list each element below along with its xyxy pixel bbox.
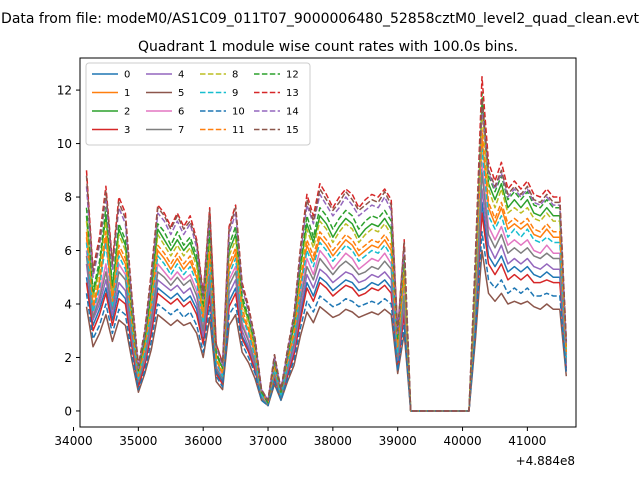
y-axis: 0 2 4 6 8 10 12 — [57, 84, 80, 418]
y-tick-label: 4 — [64, 298, 72, 312]
legend-label: 1 — [124, 88, 130, 99]
x-tick-label: 38000 — [314, 434, 352, 448]
legend-label: 14 — [286, 107, 299, 118]
legend-label: 4 — [178, 70, 184, 81]
series-line-10 — [85, 231, 568, 412]
legend-label: 0 — [124, 70, 130, 81]
y-tick-label: 8 — [64, 191, 72, 205]
series-line-9 — [85, 148, 568, 412]
series-line-11 — [85, 129, 568, 412]
plot-frame — [79, 57, 577, 428]
x-tick-label: 39000 — [379, 434, 417, 448]
x-tick-label: 36000 — [184, 434, 222, 448]
x-tick-label: 40000 — [443, 434, 481, 448]
legend-label: 5 — [178, 88, 184, 99]
series-line-3 — [85, 212, 568, 412]
y-tick-label: 12 — [57, 84, 72, 98]
series-line-14 — [85, 108, 568, 412]
x-tick-label: 41000 — [508, 434, 546, 448]
x-tick-label: 35000 — [119, 434, 157, 448]
legend-label: 13 — [286, 88, 299, 99]
legend-label: 6 — [178, 107, 184, 118]
series-line-12 — [85, 92, 568, 412]
legend-label: 12 — [286, 70, 299, 81]
series-line-15 — [85, 97, 568, 412]
x-tick-label: 34000 — [54, 434, 92, 448]
y-tick-label: 2 — [64, 351, 72, 365]
legend-label: 15 — [286, 125, 299, 136]
legend-label: 11 — [232, 125, 245, 136]
y-tick-label: 10 — [57, 137, 72, 151]
legend-label: 9 — [232, 88, 238, 99]
y-tick-label: 0 — [64, 404, 72, 418]
plot-lines — [85, 75, 568, 412]
legend-label: 8 — [232, 70, 238, 81]
legend-label: 3 — [124, 125, 130, 136]
x-axis: 34000 35000 36000 37000 38000 39000 40000 41000 — [54, 427, 546, 448]
legend-label: 2 — [124, 107, 130, 118]
legend-label: 7 — [178, 125, 184, 136]
x-offset-label: +4.884e8 — [516, 454, 575, 468]
series-line-7 — [85, 172, 568, 412]
legend-frame — [85, 62, 311, 146]
chart-suptitle: Data from file: modeM0/AS1C09_011T07_900… — [1, 11, 639, 27]
series-line-8 — [85, 113, 568, 412]
chart-title: Quadrant 1 module wise count rates with … — [138, 39, 518, 55]
legend-label: 10 — [232, 107, 245, 118]
y-tick-label: 6 — [64, 244, 72, 258]
series-line-0 — [85, 201, 568, 412]
series-line-4 — [85, 188, 568, 412]
series-line-5 — [85, 249, 568, 412]
x-tick-label: 37000 — [249, 434, 287, 448]
